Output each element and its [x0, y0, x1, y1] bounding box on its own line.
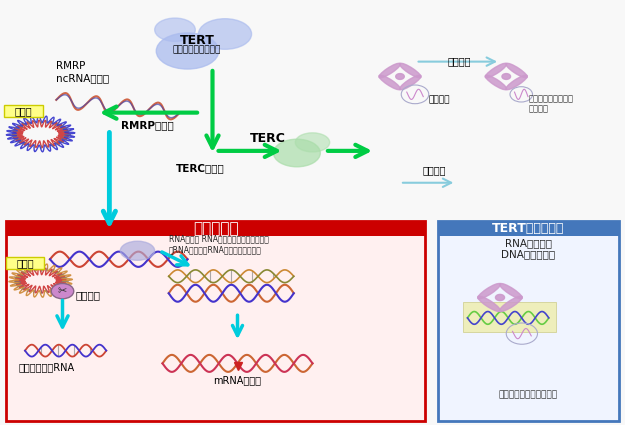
FancyBboxPatch shape: [438, 221, 619, 421]
Ellipse shape: [506, 75, 528, 90]
Text: 今回の発見: 今回の発見: [192, 221, 238, 236]
Text: TERCと結合: TERCと結合: [176, 163, 224, 173]
Ellipse shape: [399, 75, 421, 90]
FancyBboxPatch shape: [438, 221, 619, 236]
Ellipse shape: [296, 133, 330, 152]
Text: テロメア: テロメア: [428, 95, 449, 104]
Ellipse shape: [485, 63, 507, 78]
Text: ダイサー: ダイサー: [75, 290, 100, 300]
Text: ✂: ✂: [58, 286, 68, 296]
FancyBboxPatch shape: [462, 302, 556, 332]
Ellipse shape: [379, 75, 401, 90]
Text: RNAを鋳型に
DNAを合成する: RNAを鋳型に DNAを合成する: [501, 238, 555, 259]
FancyBboxPatch shape: [6, 257, 44, 269]
FancyBboxPatch shape: [6, 221, 425, 236]
Text: １本鎖: １本鎖: [15, 106, 32, 116]
Text: TERC: TERC: [249, 132, 286, 144]
Text: テロメアが短くなる
（老化）: テロメアが短くなる （老化）: [528, 94, 573, 113]
Text: RMRPに作用: RMRPに作用: [121, 120, 173, 130]
Ellipse shape: [478, 296, 501, 312]
FancyBboxPatch shape: [6, 221, 425, 421]
Ellipse shape: [120, 241, 155, 260]
Ellipse shape: [496, 295, 504, 300]
Ellipse shape: [506, 63, 528, 78]
Text: RNA依存性 RNAポリメラーゼとして機能
（RNAを鋳型にRNAを合成する酵素）: RNA依存性 RNAポリメラーゼとして機能 （RNAを鋳型にRNAを合成する酵素…: [169, 235, 269, 254]
Text: ２本鎖: ２本鎖: [16, 258, 34, 268]
Text: 細胞分裂: 細胞分裂: [448, 57, 471, 67]
Text: RMRP
ncRNAの一種: RMRP ncRNAの一種: [56, 62, 109, 83]
Text: テロメアが短くならない: テロメアが短くならない: [499, 390, 558, 399]
Ellipse shape: [156, 33, 219, 69]
Ellipse shape: [499, 283, 522, 299]
Ellipse shape: [485, 75, 507, 90]
FancyBboxPatch shape: [4, 105, 42, 117]
Ellipse shape: [155, 18, 196, 42]
Text: mRNAを切断: mRNAを切断: [214, 375, 261, 385]
Ellipse shape: [379, 63, 401, 78]
Ellipse shape: [478, 283, 501, 299]
Ellipse shape: [502, 74, 511, 79]
Circle shape: [51, 283, 74, 299]
Ellipse shape: [499, 296, 522, 312]
Text: TERT従来の役割: TERT従来の役割: [492, 222, 564, 235]
Ellipse shape: [399, 63, 421, 78]
Text: 細胞分裂: 細胞分裂: [422, 165, 446, 175]
Ellipse shape: [199, 19, 251, 49]
Ellipse shape: [274, 139, 321, 167]
Ellipse shape: [396, 74, 404, 79]
Text: TERT: TERT: [179, 34, 214, 47]
Text: テロメア逆転写酵素: テロメア逆転写酵素: [173, 45, 221, 55]
Text: 小さな２本鎖RNA: 小さな２本鎖RNA: [19, 362, 75, 372]
